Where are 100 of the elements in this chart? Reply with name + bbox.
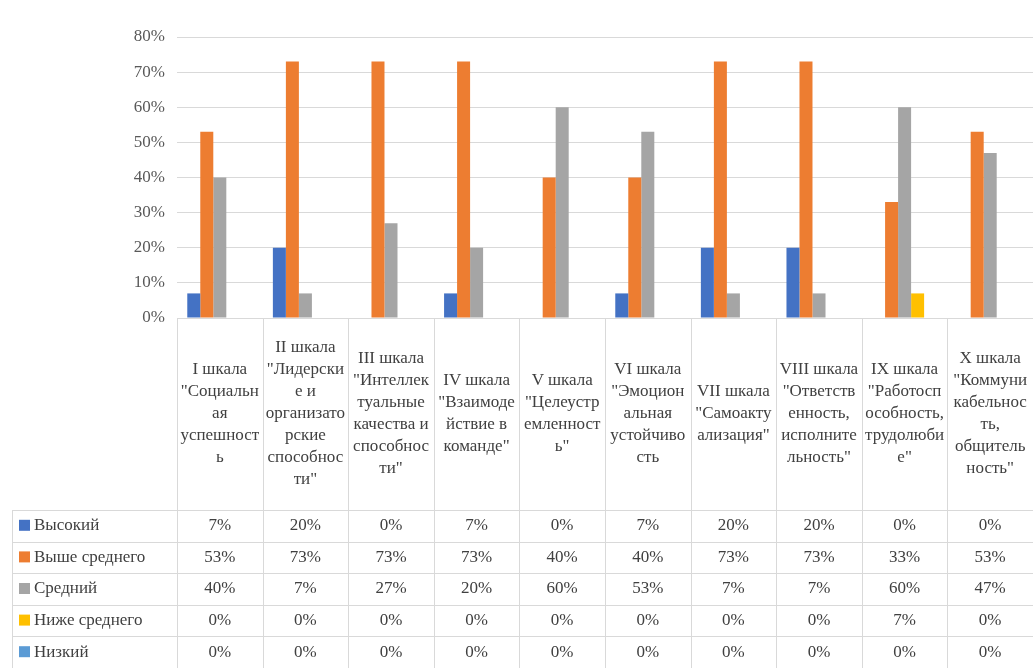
bar [615,293,629,318]
data-label: 0% [807,641,831,661]
data-label: 20% [289,515,321,535]
y-tick-label: 60% [133,96,165,116]
bar [542,177,556,318]
bar [444,293,458,318]
bar [700,247,714,318]
data-label: 0% [379,610,403,630]
data-label: 20% [803,515,835,535]
x-tick-label: VIII шкала "Ответственность, исполнительность" [779,359,859,467]
bar [628,177,642,318]
data-label: 33% [889,546,921,566]
x-tick-label: IX шкала "Работоспособность, трудолюбие" [865,359,945,467]
y-tick-label: 40% [133,166,165,186]
bar [970,131,984,318]
data-label: 20% [461,578,493,598]
bar [786,247,800,318]
y-tick-label: 20% [133,237,165,257]
data-label: 27% [375,578,407,598]
x-tick-label: III шкала "Интеллектуальные качества и способности" [352,348,430,478]
bar [713,61,727,318]
data-label: 0% [550,610,574,630]
data-label: 0% [978,641,1002,661]
legend-label: Низкий [34,641,89,661]
data-label: 0% [465,641,488,661]
x-tick-label: V шкала "Целеустремленность" [523,370,601,456]
bar [799,61,813,318]
data-label: 40% [546,546,578,566]
data-label: 53% [632,578,664,598]
legend-label: Средний [34,578,98,598]
data-label: 0% [807,610,831,630]
bar [812,293,826,318]
data-label: 73% [289,546,321,566]
data-label: 73% [375,546,407,566]
x-tick-label: II шкала "Лидерские и организаторские способности" [265,337,346,489]
bar [470,247,484,318]
data-label: 7% [294,578,317,598]
x-tick-label: VI шкала "Эмоциональная устойчивость [610,359,686,467]
bar [555,107,569,318]
data-label: 7% [636,515,660,535]
x-tick-label: VII шкала "Самоактуализация" [695,381,773,445]
bar [641,131,655,318]
data-label: 40% [204,578,236,598]
x-tick-label: X шкала "Коммуникабельность, общительность" [953,348,1028,478]
data-label: 40% [632,546,664,566]
data-label: 0% [550,515,574,535]
y-tick-label: 10% [133,272,165,292]
bar [371,61,385,318]
y-tick-label: 30% [133,202,165,222]
data-label: 53% [974,546,1006,566]
bar [187,293,201,318]
data-label: 0% [208,641,232,661]
data-label: 0% [893,515,916,535]
legend-label: Выше среднего [34,546,146,566]
data-label: 0% [722,610,745,630]
data-label: 7% [807,578,831,598]
data-label: 20% [717,515,749,535]
bar [200,131,214,318]
data-label: 0% [978,515,1002,535]
data-label: 7% [893,610,916,630]
y-tick-label: 0% [142,307,165,327]
bar [384,223,398,318]
data-label: 7% [465,515,488,535]
y-tick-label: 80% [133,26,165,46]
bar [285,61,299,318]
legend-label: Ниже среднего [34,610,143,630]
legend-label: Высокий [34,515,100,535]
data-label: 0% [465,610,488,630]
y-tick-label: 50% [133,131,165,151]
data-label: 0% [978,610,1002,630]
data-label: 0% [379,515,403,535]
bar [213,177,227,318]
data-label: 7% [208,515,232,535]
data-label: 60% [889,578,921,598]
data-label: 0% [208,610,232,630]
bar [298,293,312,318]
data-label: 73% [803,546,835,566]
data-label: 0% [636,610,660,630]
bar [457,61,471,318]
data-label: 0% [294,610,317,630]
data-label: 0% [636,641,660,661]
data-label: 73% [461,546,493,566]
x-tick-label: IV шкала "Взаимодействие в команде" [438,370,515,456]
bar [983,152,997,318]
data-label: 47% [974,578,1006,598]
data-label: 73% [717,546,749,566]
data-label: 7% [722,578,745,598]
data-label: 60% [546,578,578,598]
y-tick-label: 70% [133,61,165,81]
bar [272,247,286,318]
data-label: 0% [722,641,745,661]
data-label: 53% [204,546,236,566]
data-label: 0% [379,641,403,661]
x-tick-label: I шкала "Социальная успешность [180,359,260,467]
bar [726,293,740,318]
data-label: 0% [550,641,574,661]
data-label: 0% [893,641,916,661]
bar [898,107,912,318]
bar [885,202,899,318]
bar [911,293,925,318]
